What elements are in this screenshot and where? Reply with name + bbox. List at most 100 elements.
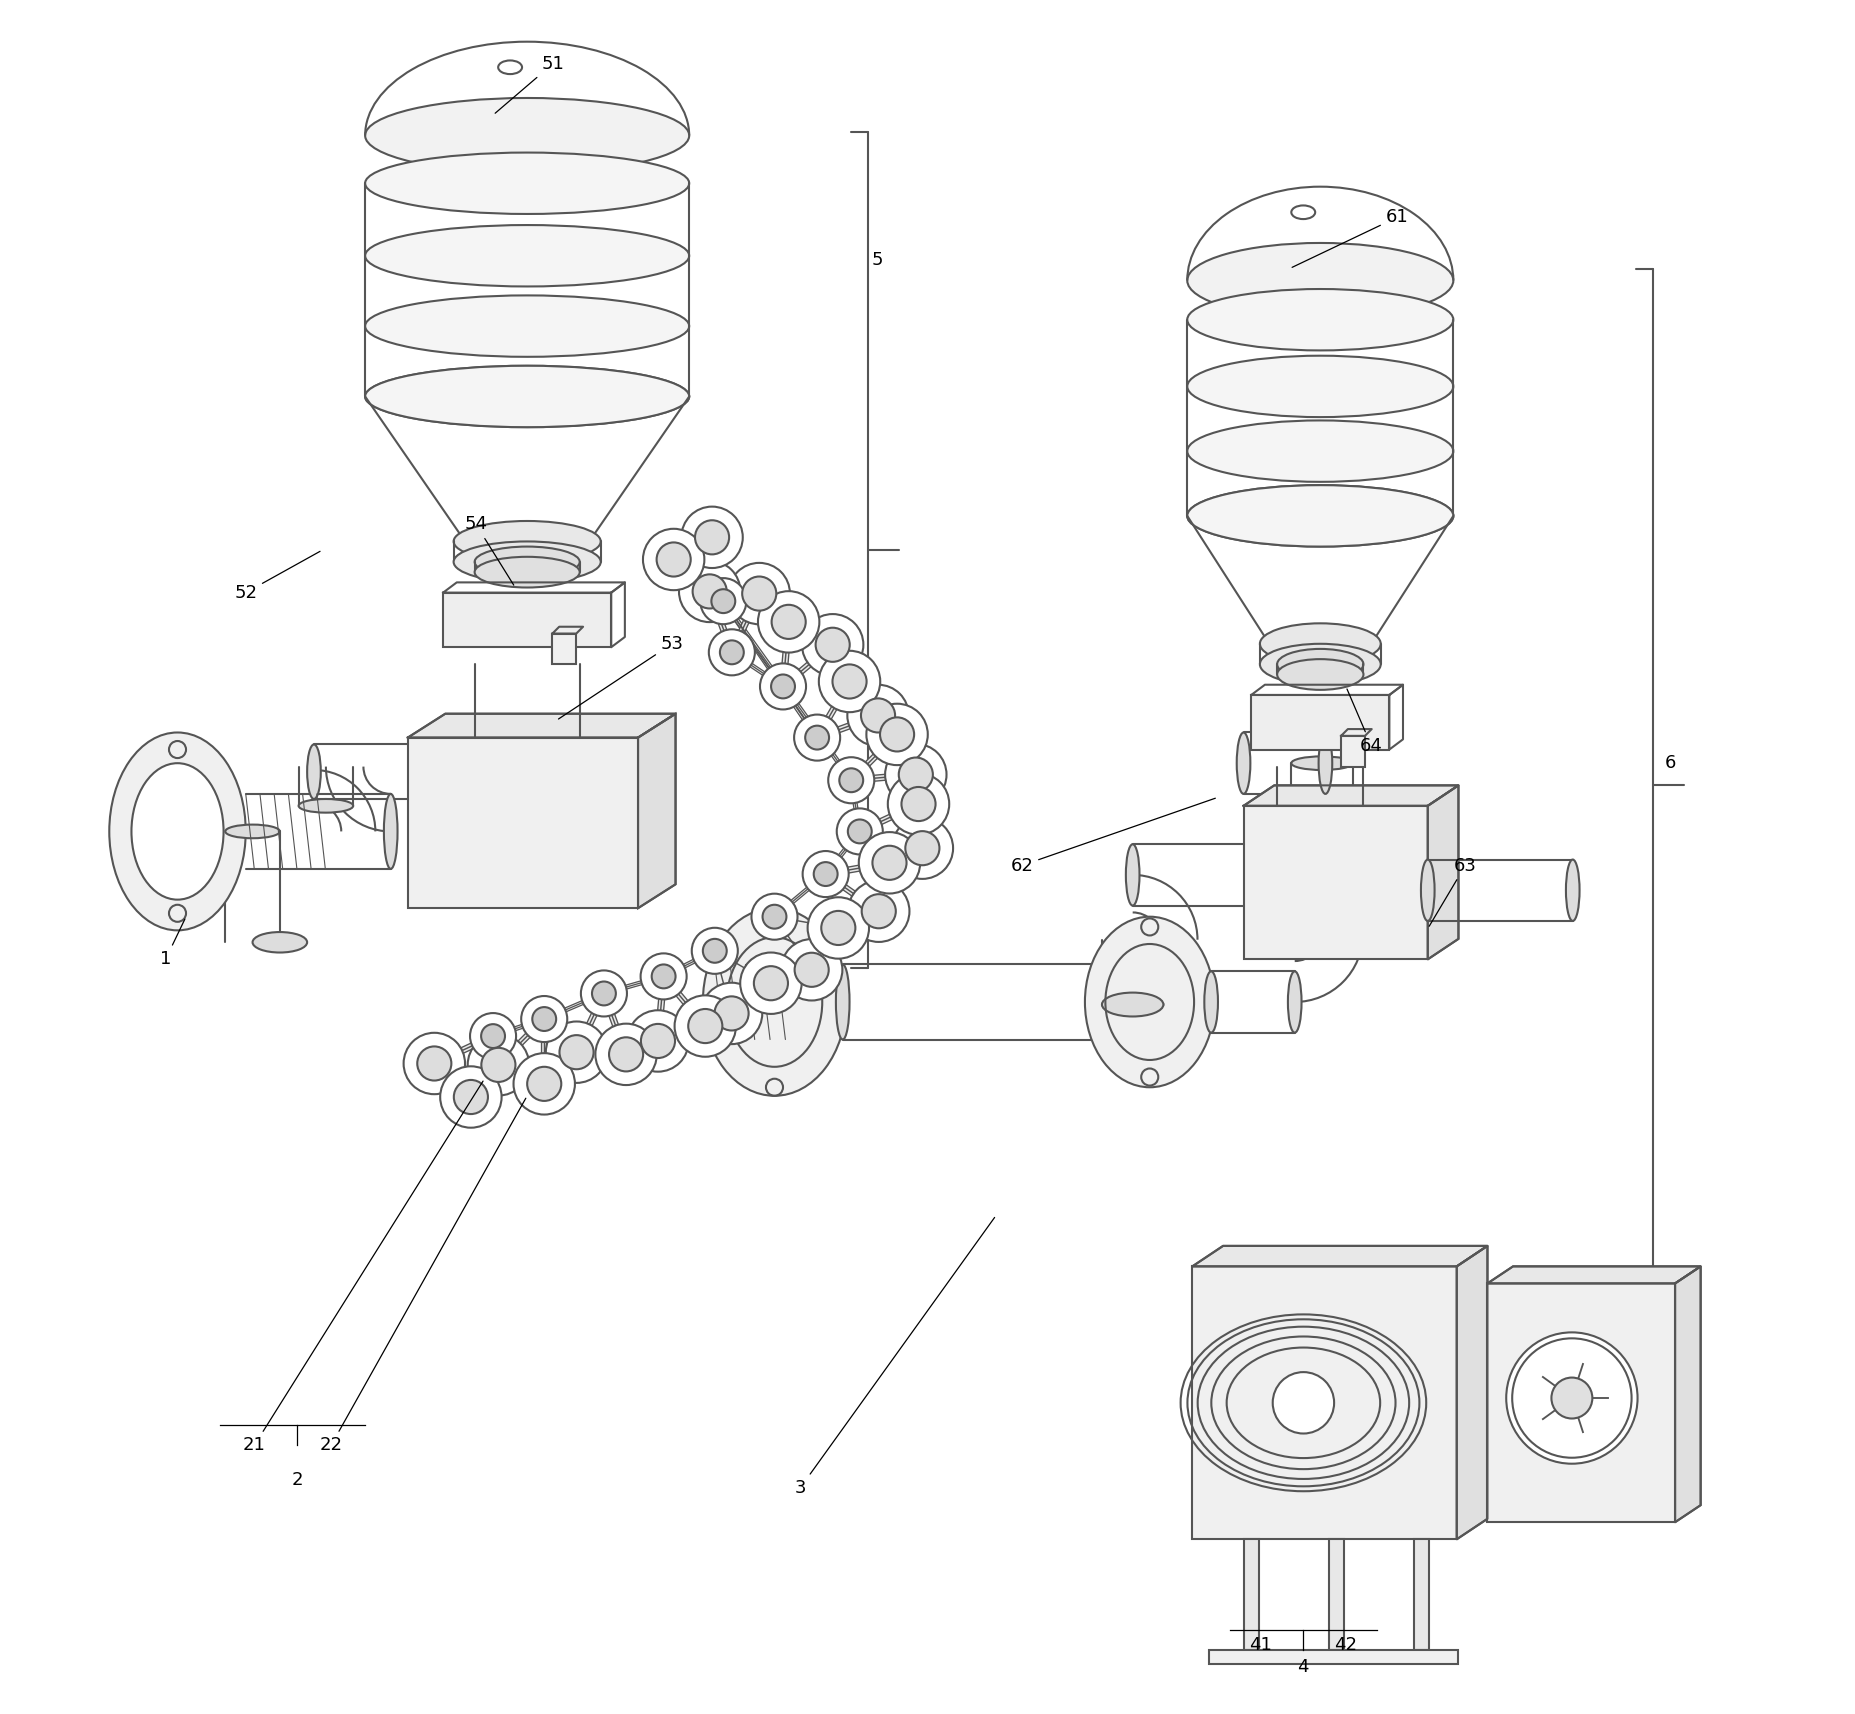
Circle shape [595, 1023, 657, 1085]
Polygon shape [1486, 1267, 1699, 1284]
Circle shape [532, 1008, 556, 1032]
Text: 6: 6 [1664, 754, 1675, 773]
Circle shape [794, 715, 840, 761]
Ellipse shape [703, 908, 846, 1095]
Circle shape [807, 896, 868, 958]
Ellipse shape [1276, 650, 1363, 680]
Circle shape [1506, 1332, 1636, 1464]
Circle shape [581, 970, 627, 1016]
Circle shape [751, 893, 798, 939]
Bar [1250, 694, 1389, 749]
Circle shape [681, 507, 742, 567]
Text: 3: 3 [794, 1217, 994, 1496]
Circle shape [692, 927, 738, 974]
Ellipse shape [1287, 972, 1300, 1032]
Circle shape [753, 967, 788, 1001]
Ellipse shape [299, 799, 352, 812]
Ellipse shape [1187, 420, 1452, 482]
Circle shape [770, 675, 794, 698]
Circle shape [902, 787, 935, 821]
Circle shape [762, 905, 787, 929]
Circle shape [608, 1037, 644, 1071]
Ellipse shape [1566, 859, 1579, 920]
Circle shape [1273, 1373, 1334, 1433]
Circle shape [759, 663, 805, 710]
Ellipse shape [1269, 627, 1371, 662]
Circle shape [814, 627, 850, 662]
Circle shape [709, 629, 755, 675]
Circle shape [527, 1066, 560, 1100]
Circle shape [657, 542, 690, 576]
Circle shape [514, 1052, 575, 1114]
Ellipse shape [365, 365, 688, 427]
Ellipse shape [1187, 357, 1452, 417]
Circle shape [833, 665, 866, 699]
Circle shape [812, 862, 837, 886]
Ellipse shape [306, 744, 321, 799]
Text: 62: 62 [1009, 799, 1215, 874]
Circle shape [592, 982, 616, 1006]
Text: 21: 21 [243, 1082, 482, 1455]
Ellipse shape [365, 153, 688, 214]
Ellipse shape [1291, 756, 1352, 770]
Circle shape [679, 560, 740, 622]
Circle shape [521, 996, 568, 1042]
Bar [1341, 735, 1363, 766]
Bar [1414, 1539, 1428, 1651]
Circle shape [872, 845, 905, 879]
Circle shape [887, 773, 948, 835]
Ellipse shape [466, 524, 588, 559]
Ellipse shape [475, 547, 579, 578]
Ellipse shape [453, 521, 601, 562]
Circle shape [640, 953, 686, 999]
Circle shape [890, 818, 953, 879]
Circle shape [905, 831, 939, 866]
Ellipse shape [1317, 732, 1332, 794]
Ellipse shape [1187, 290, 1452, 350]
Circle shape [772, 605, 805, 639]
Circle shape [480, 1025, 505, 1047]
Circle shape [469, 1013, 516, 1059]
Ellipse shape [1187, 485, 1452, 547]
Ellipse shape [1187, 243, 1452, 319]
Text: 41: 41 [1248, 1637, 1271, 1654]
Circle shape [818, 651, 879, 713]
Circle shape [866, 704, 928, 764]
Circle shape [820, 910, 855, 944]
Bar [1243, 1539, 1258, 1651]
Ellipse shape [475, 557, 579, 588]
Text: 64: 64 [1347, 689, 1382, 756]
Polygon shape [408, 713, 675, 737]
Ellipse shape [1260, 624, 1380, 665]
Ellipse shape [252, 932, 306, 953]
Ellipse shape [835, 965, 850, 1039]
Circle shape [714, 996, 748, 1030]
Bar [1209, 1651, 1458, 1664]
Circle shape [710, 590, 735, 614]
Circle shape [673, 996, 736, 1058]
Circle shape [861, 895, 896, 929]
Circle shape [801, 852, 848, 896]
Polygon shape [1456, 1246, 1486, 1539]
Circle shape [480, 1047, 516, 1082]
Bar [443, 593, 610, 648]
Circle shape [801, 614, 863, 675]
Circle shape [545, 1022, 607, 1083]
Ellipse shape [1235, 732, 1250, 794]
Circle shape [837, 809, 883, 855]
Ellipse shape [1260, 644, 1380, 684]
Circle shape [827, 758, 874, 804]
Circle shape [838, 768, 863, 792]
Ellipse shape [365, 365, 688, 427]
Circle shape [454, 1080, 488, 1114]
Ellipse shape [1143, 965, 1156, 1039]
Circle shape [701, 982, 762, 1044]
Bar [1243, 806, 1426, 960]
Circle shape [794, 953, 829, 987]
Circle shape [742, 576, 775, 610]
Circle shape [898, 758, 933, 792]
Circle shape [440, 1066, 501, 1128]
Polygon shape [638, 713, 675, 908]
Ellipse shape [497, 60, 521, 74]
Circle shape [781, 939, 842, 1001]
